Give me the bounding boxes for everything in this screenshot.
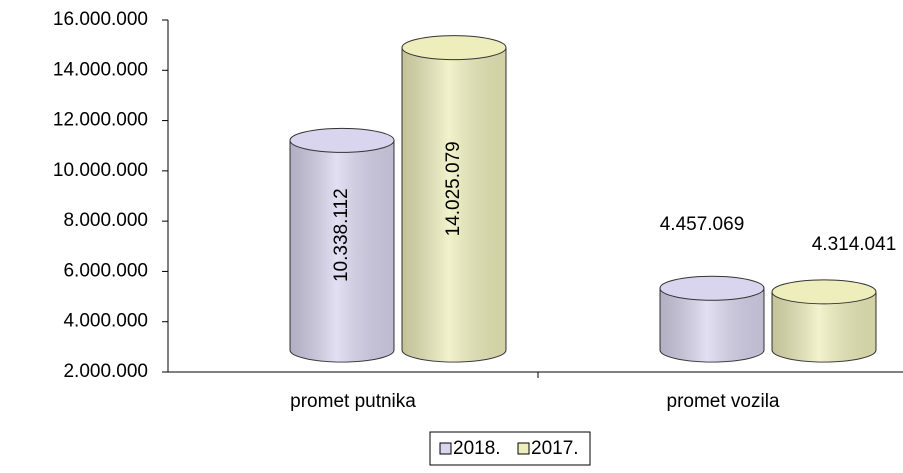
y-tick-label: 12.000.000	[53, 110, 148, 131]
value-label: 4.314.041	[812, 234, 897, 255]
y-tick-label: 8.000.000	[63, 210, 148, 231]
cylinder-top	[289, 127, 395, 153]
legend-swatch	[517, 442, 530, 455]
cylinder-shade	[660, 288, 764, 362]
y-tick-label: 4.000.000	[63, 311, 148, 332]
legend-label: 2018.	[453, 438, 501, 459]
legend	[429, 431, 591, 466]
cylinder-shade	[402, 47, 506, 362]
cylinder-shade	[290, 140, 394, 362]
y-tick-label: 6.000.000	[63, 260, 148, 281]
y-tick-label: 10.000.000	[53, 160, 148, 181]
y-tick-label: 2.000.000	[63, 361, 148, 382]
cylinder-top	[401, 35, 507, 61]
x-tick-label: promet putnika	[290, 391, 416, 412]
cylinder-top	[771, 279, 877, 305]
cylinder-top	[659, 275, 765, 301]
y-tick-label: 14.000.000	[53, 59, 148, 80]
value-label: 14.025.079	[443, 141, 464, 236]
legend-label: 2017.	[531, 438, 579, 459]
legend-swatch	[439, 442, 452, 455]
value-label: 10.338.112	[331, 188, 352, 282]
x-tick-label: promet vozila	[667, 391, 780, 412]
y-tick-label: 16.000.000	[53, 9, 148, 30]
value-label: 4.457.069	[660, 214, 745, 235]
cylinder-shade	[772, 291, 876, 362]
